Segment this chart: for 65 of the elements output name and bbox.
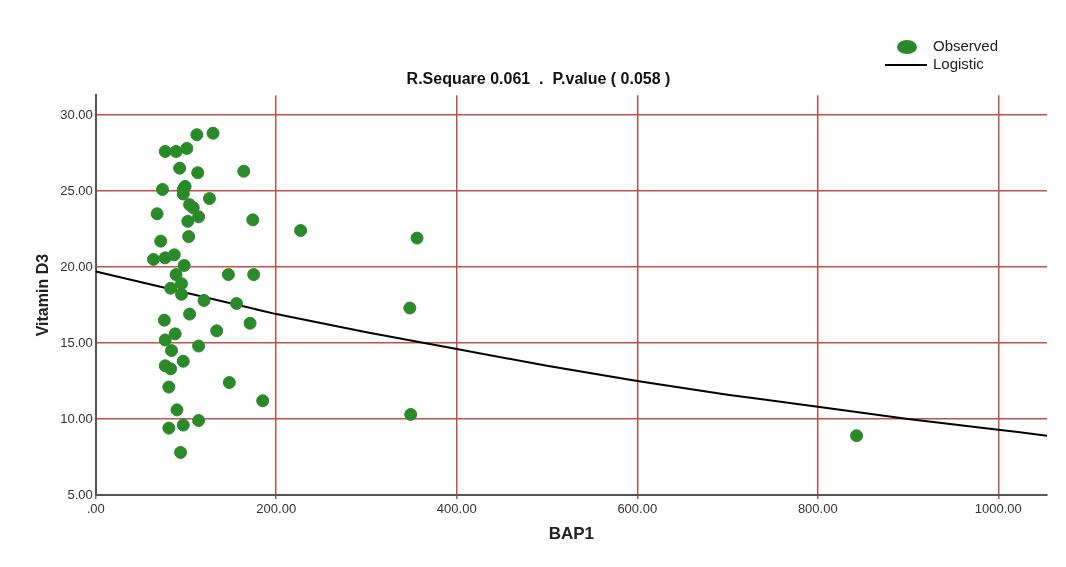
point (190, 128, 204, 142)
point (206, 126, 220, 140)
point (146, 252, 160, 266)
point (176, 354, 190, 368)
chart-title: R.Sequare 0.061 . P.value ( 0.058 ) (406, 70, 671, 88)
point (256, 394, 270, 408)
point (243, 316, 257, 330)
point (192, 339, 206, 353)
point (156, 182, 170, 196)
point (164, 281, 178, 295)
legend-label: Logistic (933, 55, 985, 73)
y-tick-label: 25.00 (60, 182, 93, 198)
point (164, 362, 178, 376)
point (169, 144, 183, 158)
point (230, 296, 244, 310)
point (202, 192, 216, 206)
point (191, 166, 205, 180)
y-tick-label: 20.00 (60, 258, 93, 274)
point (246, 213, 260, 227)
point (183, 307, 197, 321)
point (404, 407, 418, 421)
point (158, 144, 172, 158)
x-tick-label: 1000.00 (974, 501, 1022, 517)
point (181, 214, 195, 228)
y-tick-label: 15.00 (60, 334, 93, 350)
point (210, 324, 224, 338)
x-tick-label: 200.00 (256, 501, 297, 517)
point (177, 258, 191, 272)
point (410, 231, 424, 245)
point (403, 301, 417, 315)
point (167, 248, 181, 262)
point (222, 376, 236, 390)
point (168, 327, 182, 341)
point (192, 210, 206, 224)
x-tick-label: 600.00 (617, 501, 658, 517)
x-axis-title: BAP1 (548, 524, 595, 544)
point (162, 380, 176, 394)
point (850, 429, 864, 443)
point (154, 234, 168, 248)
point (174, 445, 188, 459)
point (176, 418, 190, 432)
legend-label: Observed (933, 37, 999, 55)
x-tick-label: .00 (86, 501, 105, 517)
point (192, 414, 206, 428)
point (247, 268, 261, 282)
point (150, 207, 164, 221)
point (294, 223, 308, 237)
point (174, 287, 188, 301)
point (237, 164, 251, 178)
point (180, 141, 194, 155)
point (182, 230, 196, 244)
point (157, 313, 171, 327)
point (158, 333, 172, 347)
x-tick-label: 400.00 (436, 501, 477, 517)
point (165, 344, 179, 358)
y-tick-label: 10.00 (60, 410, 93, 426)
y-tick-label: 5.00 (67, 486, 93, 502)
point (173, 161, 187, 175)
y-tick-label: 30.00 (60, 106, 93, 122)
point (221, 268, 235, 282)
point (197, 293, 211, 307)
x-tick-label: 800.00 (797, 501, 838, 517)
point (170, 403, 184, 417)
y-axis-title: Vitamin D3 (34, 253, 52, 337)
point (162, 421, 176, 435)
